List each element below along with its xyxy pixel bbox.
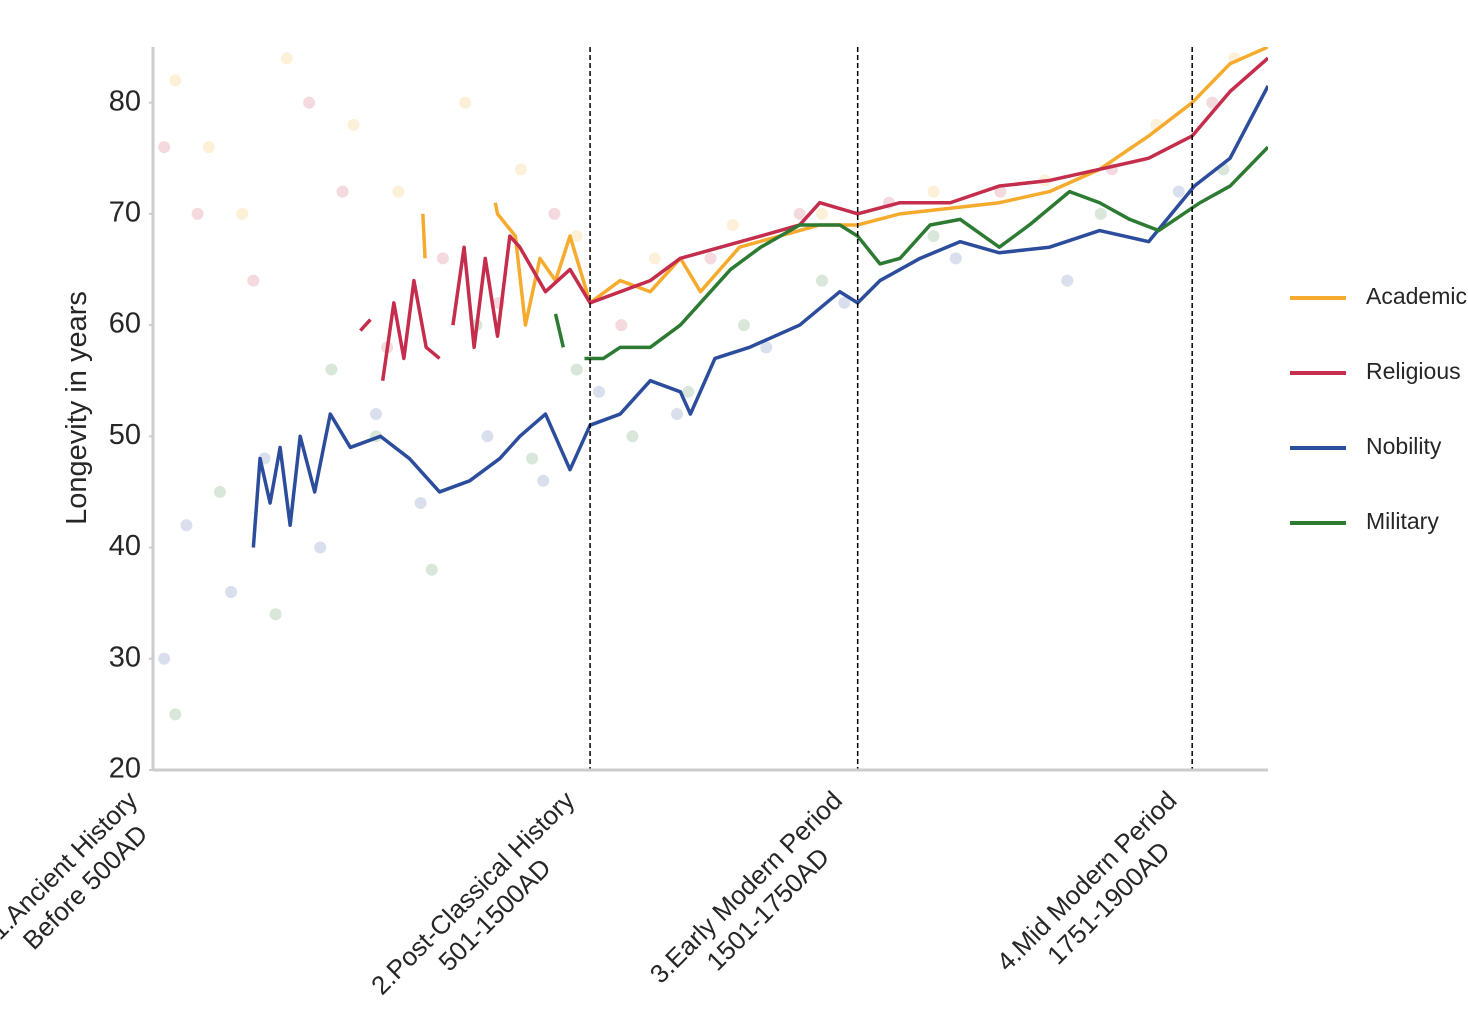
- scatter-point: [537, 474, 550, 487]
- scatter-point: [514, 163, 527, 176]
- scatter-point: [280, 52, 293, 65]
- y-tick-label: 70: [109, 197, 141, 229]
- series-line: [553, 145, 1268, 361]
- scatter-point: [682, 385, 695, 398]
- y-axis-label: Longevity in years: [61, 291, 93, 525]
- scatter-point: [548, 207, 561, 220]
- legend-label: Religious: [1366, 358, 1461, 384]
- scatter-point: [169, 708, 182, 721]
- y-tick-label: 20: [109, 753, 141, 785]
- scatter-point: [648, 252, 661, 265]
- scatter-point: [671, 408, 684, 421]
- y-tick-label: 60: [109, 308, 141, 340]
- scatter-point: [816, 274, 828, 287]
- series-line: [359, 56, 1268, 381]
- x-tick-label: 1.Ancient HistoryBefore 500AD: [0, 785, 165, 967]
- scatter-point: [247, 274, 260, 287]
- scatter-point: [737, 319, 750, 332]
- scatter-point: [927, 185, 940, 198]
- scatter-point: [793, 207, 806, 220]
- scatter-point: [347, 118, 360, 131]
- y-tick-label: 80: [109, 85, 141, 117]
- scatter-point: [236, 207, 249, 220]
- x-tick-label: 4.Mid Modern Period1751-1900AD: [991, 785, 1205, 999]
- x-tick-label: 2.Post-Classical History501-1500AD: [365, 785, 602, 1022]
- scatter-point: [570, 363, 583, 376]
- scatter-point: [169, 74, 182, 87]
- scatter-point: [269, 608, 282, 621]
- scatter-point: [180, 519, 193, 532]
- scatter-point: [325, 363, 338, 376]
- scatter-point: [593, 385, 605, 398]
- scatter-point: [1094, 207, 1107, 220]
- scatter-point: [994, 185, 1007, 198]
- scatter-point: [370, 408, 382, 421]
- scatter-point: [436, 252, 449, 265]
- y-tick-label: 50: [109, 419, 141, 451]
- series-line: [251, 85, 1268, 548]
- scatter-point: [392, 185, 405, 198]
- scatter-point: [1206, 96, 1219, 109]
- scatter-point: [336, 185, 349, 198]
- scatter-point: [314, 541, 327, 554]
- scatter-point: [704, 252, 717, 265]
- scatter-point: [414, 497, 427, 510]
- scatter-point: [760, 341, 773, 354]
- x-tick-label: 3.Early Modern Period1501-1750AD: [644, 785, 870, 1011]
- scatter-point: [158, 652, 171, 665]
- scatter-point: [1061, 274, 1074, 287]
- x-tick-group: 4.Mid Modern Period1751-1900AD: [991, 785, 1205, 999]
- scatter-point: [191, 207, 204, 220]
- scatter-point: [838, 296, 851, 309]
- scatter-point: [459, 96, 472, 109]
- x-tick-group: 2.Post-Classical History501-1500AD: [365, 785, 602, 1022]
- scatter-point: [303, 96, 316, 109]
- scatter-point: [213, 485, 226, 498]
- scatter-point: [726, 218, 739, 231]
- y-tick-label: 40: [109, 530, 141, 562]
- x-tick-group: 3.Early Modern Period1501-1750AD: [644, 785, 870, 1011]
- legend-label: Military: [1366, 508, 1439, 534]
- scatter-point: [949, 252, 962, 265]
- scatter-point: [615, 319, 628, 332]
- scatter-point: [481, 430, 494, 443]
- scatter-point: [425, 563, 438, 576]
- scatter-point: [1172, 185, 1185, 198]
- scatter-point: [927, 230, 940, 243]
- scatter-point: [202, 141, 215, 154]
- x-tick-group: 1.Ancient HistoryBefore 500AD: [0, 785, 165, 967]
- scatter-point: [570, 230, 583, 243]
- y-tick-label: 30: [109, 641, 141, 673]
- scatter-point: [626, 430, 639, 443]
- scatter-point: [816, 207, 828, 220]
- legend-label: Academic: [1366, 283, 1467, 309]
- plot-area: [158, 47, 1268, 721]
- legend-label: Nobility: [1366, 433, 1442, 459]
- scatter-point: [526, 452, 539, 465]
- scatter-point: [225, 586, 238, 599]
- series-line: [421, 47, 1268, 327]
- scatter-point: [158, 141, 171, 154]
